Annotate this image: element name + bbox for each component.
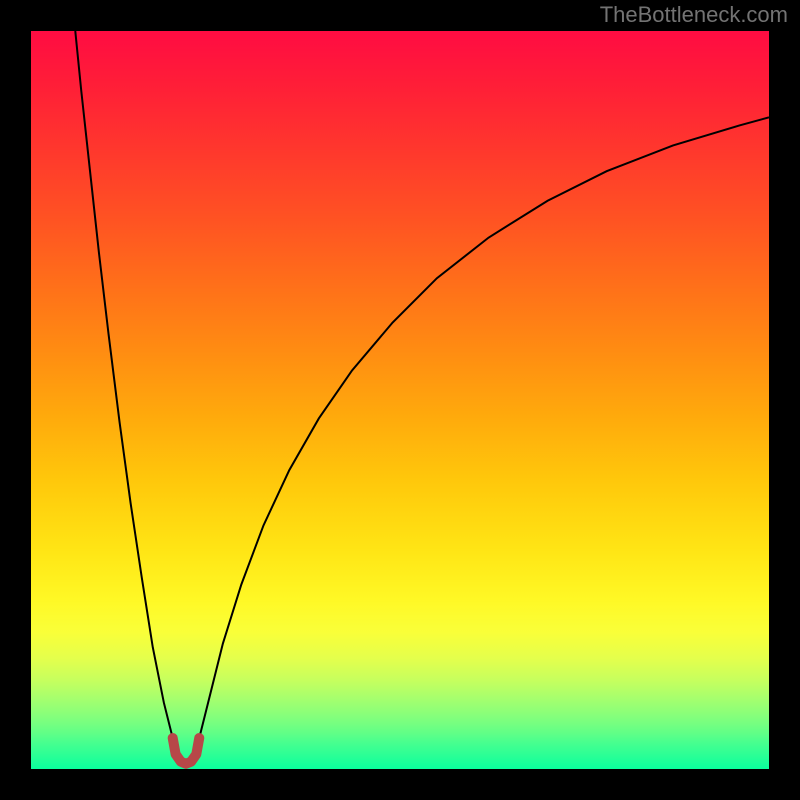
bottleneck-chart [31,31,769,769]
chart-stage: TheBottleneck.com [0,0,800,800]
watermark-text: TheBottleneck.com [600,2,788,28]
gradient-background [31,31,769,769]
